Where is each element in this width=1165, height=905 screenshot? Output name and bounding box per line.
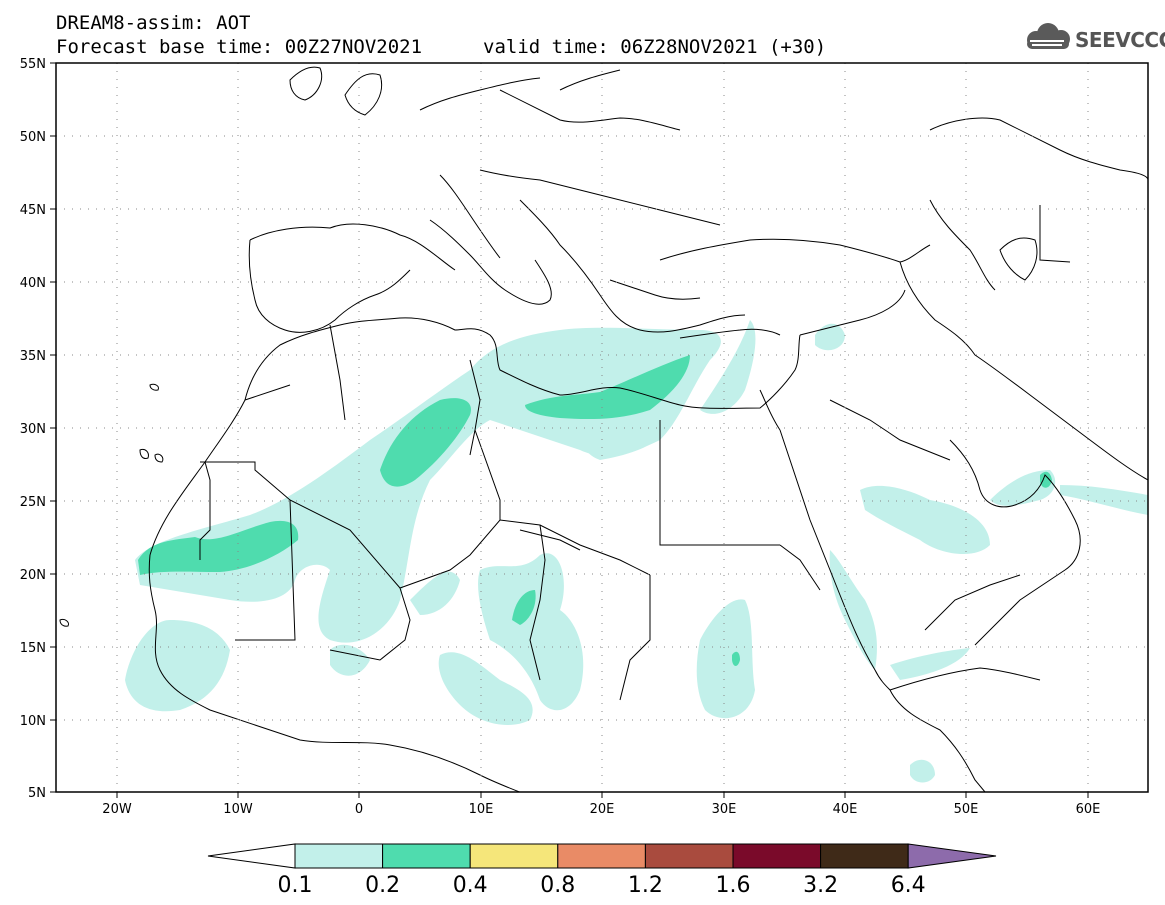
cloud-logo-icon bbox=[1027, 23, 1070, 49]
colorbar-segment bbox=[469, 843, 559, 869]
colorbar-segment bbox=[557, 843, 646, 869]
lon-label: 30E bbox=[712, 802, 737, 817]
colorbar-segment bbox=[644, 843, 734, 869]
lon-label: 10E bbox=[469, 802, 494, 817]
lat-label: 35N bbox=[20, 349, 46, 364]
title-product: DREAM8-assim: AOT bbox=[56, 12, 251, 34]
lat-label: 5N bbox=[28, 786, 46, 801]
lat-label: 55N bbox=[20, 57, 46, 72]
colorbar-segment bbox=[820, 843, 909, 869]
country-borders bbox=[199, 205, 1071, 701]
lat-label: 45N bbox=[20, 203, 46, 218]
colorbar-segment bbox=[294, 843, 384, 869]
colorbar-under-arrow bbox=[207, 843, 296, 869]
coastlines bbox=[59, 66, 1148, 792]
lon-label: 10W bbox=[223, 802, 253, 817]
colorbar-label: 1.6 bbox=[716, 873, 751, 898]
colorbar-label: 0.1 bbox=[278, 873, 313, 898]
colorbar-label: 0.2 bbox=[365, 873, 400, 898]
lat-label: 10N bbox=[20, 714, 46, 729]
lon-label: 40E bbox=[833, 802, 858, 817]
lat-label: 30N bbox=[20, 422, 46, 437]
colorbar-segment bbox=[732, 843, 822, 869]
colorbar-label: 0.8 bbox=[540, 873, 575, 898]
colorbar-label: 6.4 bbox=[891, 873, 926, 898]
lon-label: 60E bbox=[1076, 802, 1101, 817]
colorbar-segments bbox=[207, 843, 997, 869]
aot-shading bbox=[125, 320, 1148, 783]
lat-label: 25N bbox=[20, 495, 46, 510]
lon-label: 20W bbox=[102, 802, 132, 817]
title-valid-time: valid time: 06Z28NOV2021 (+30) bbox=[483, 36, 827, 58]
lon-label: 50E bbox=[954, 802, 979, 817]
colorbar-over-arrow bbox=[907, 843, 997, 869]
lat-label: 50N bbox=[20, 130, 46, 145]
colorbar-label: 0.4 bbox=[453, 873, 488, 898]
colorbar-label: 3.2 bbox=[803, 873, 838, 898]
title-base-time: Forecast base time: 00Z27NOV2021 bbox=[56, 36, 423, 58]
colorbar-label: 1.2 bbox=[628, 873, 663, 898]
logo-text: SEEVCCC bbox=[1075, 28, 1165, 52]
lat-label: 40N bbox=[20, 276, 46, 291]
colorbar-labels: 0.1 0.2 0.4 0.8 1.2 1.6 3.2 6.4 bbox=[278, 873, 926, 898]
lat-label: 20N bbox=[20, 568, 46, 583]
lon-label: 20E bbox=[590, 802, 615, 817]
lat-label: 15N bbox=[20, 641, 46, 656]
lon-label: 0 bbox=[355, 802, 363, 817]
colorbar-segment bbox=[382, 843, 471, 869]
axis-ticks bbox=[50, 62, 1089, 798]
